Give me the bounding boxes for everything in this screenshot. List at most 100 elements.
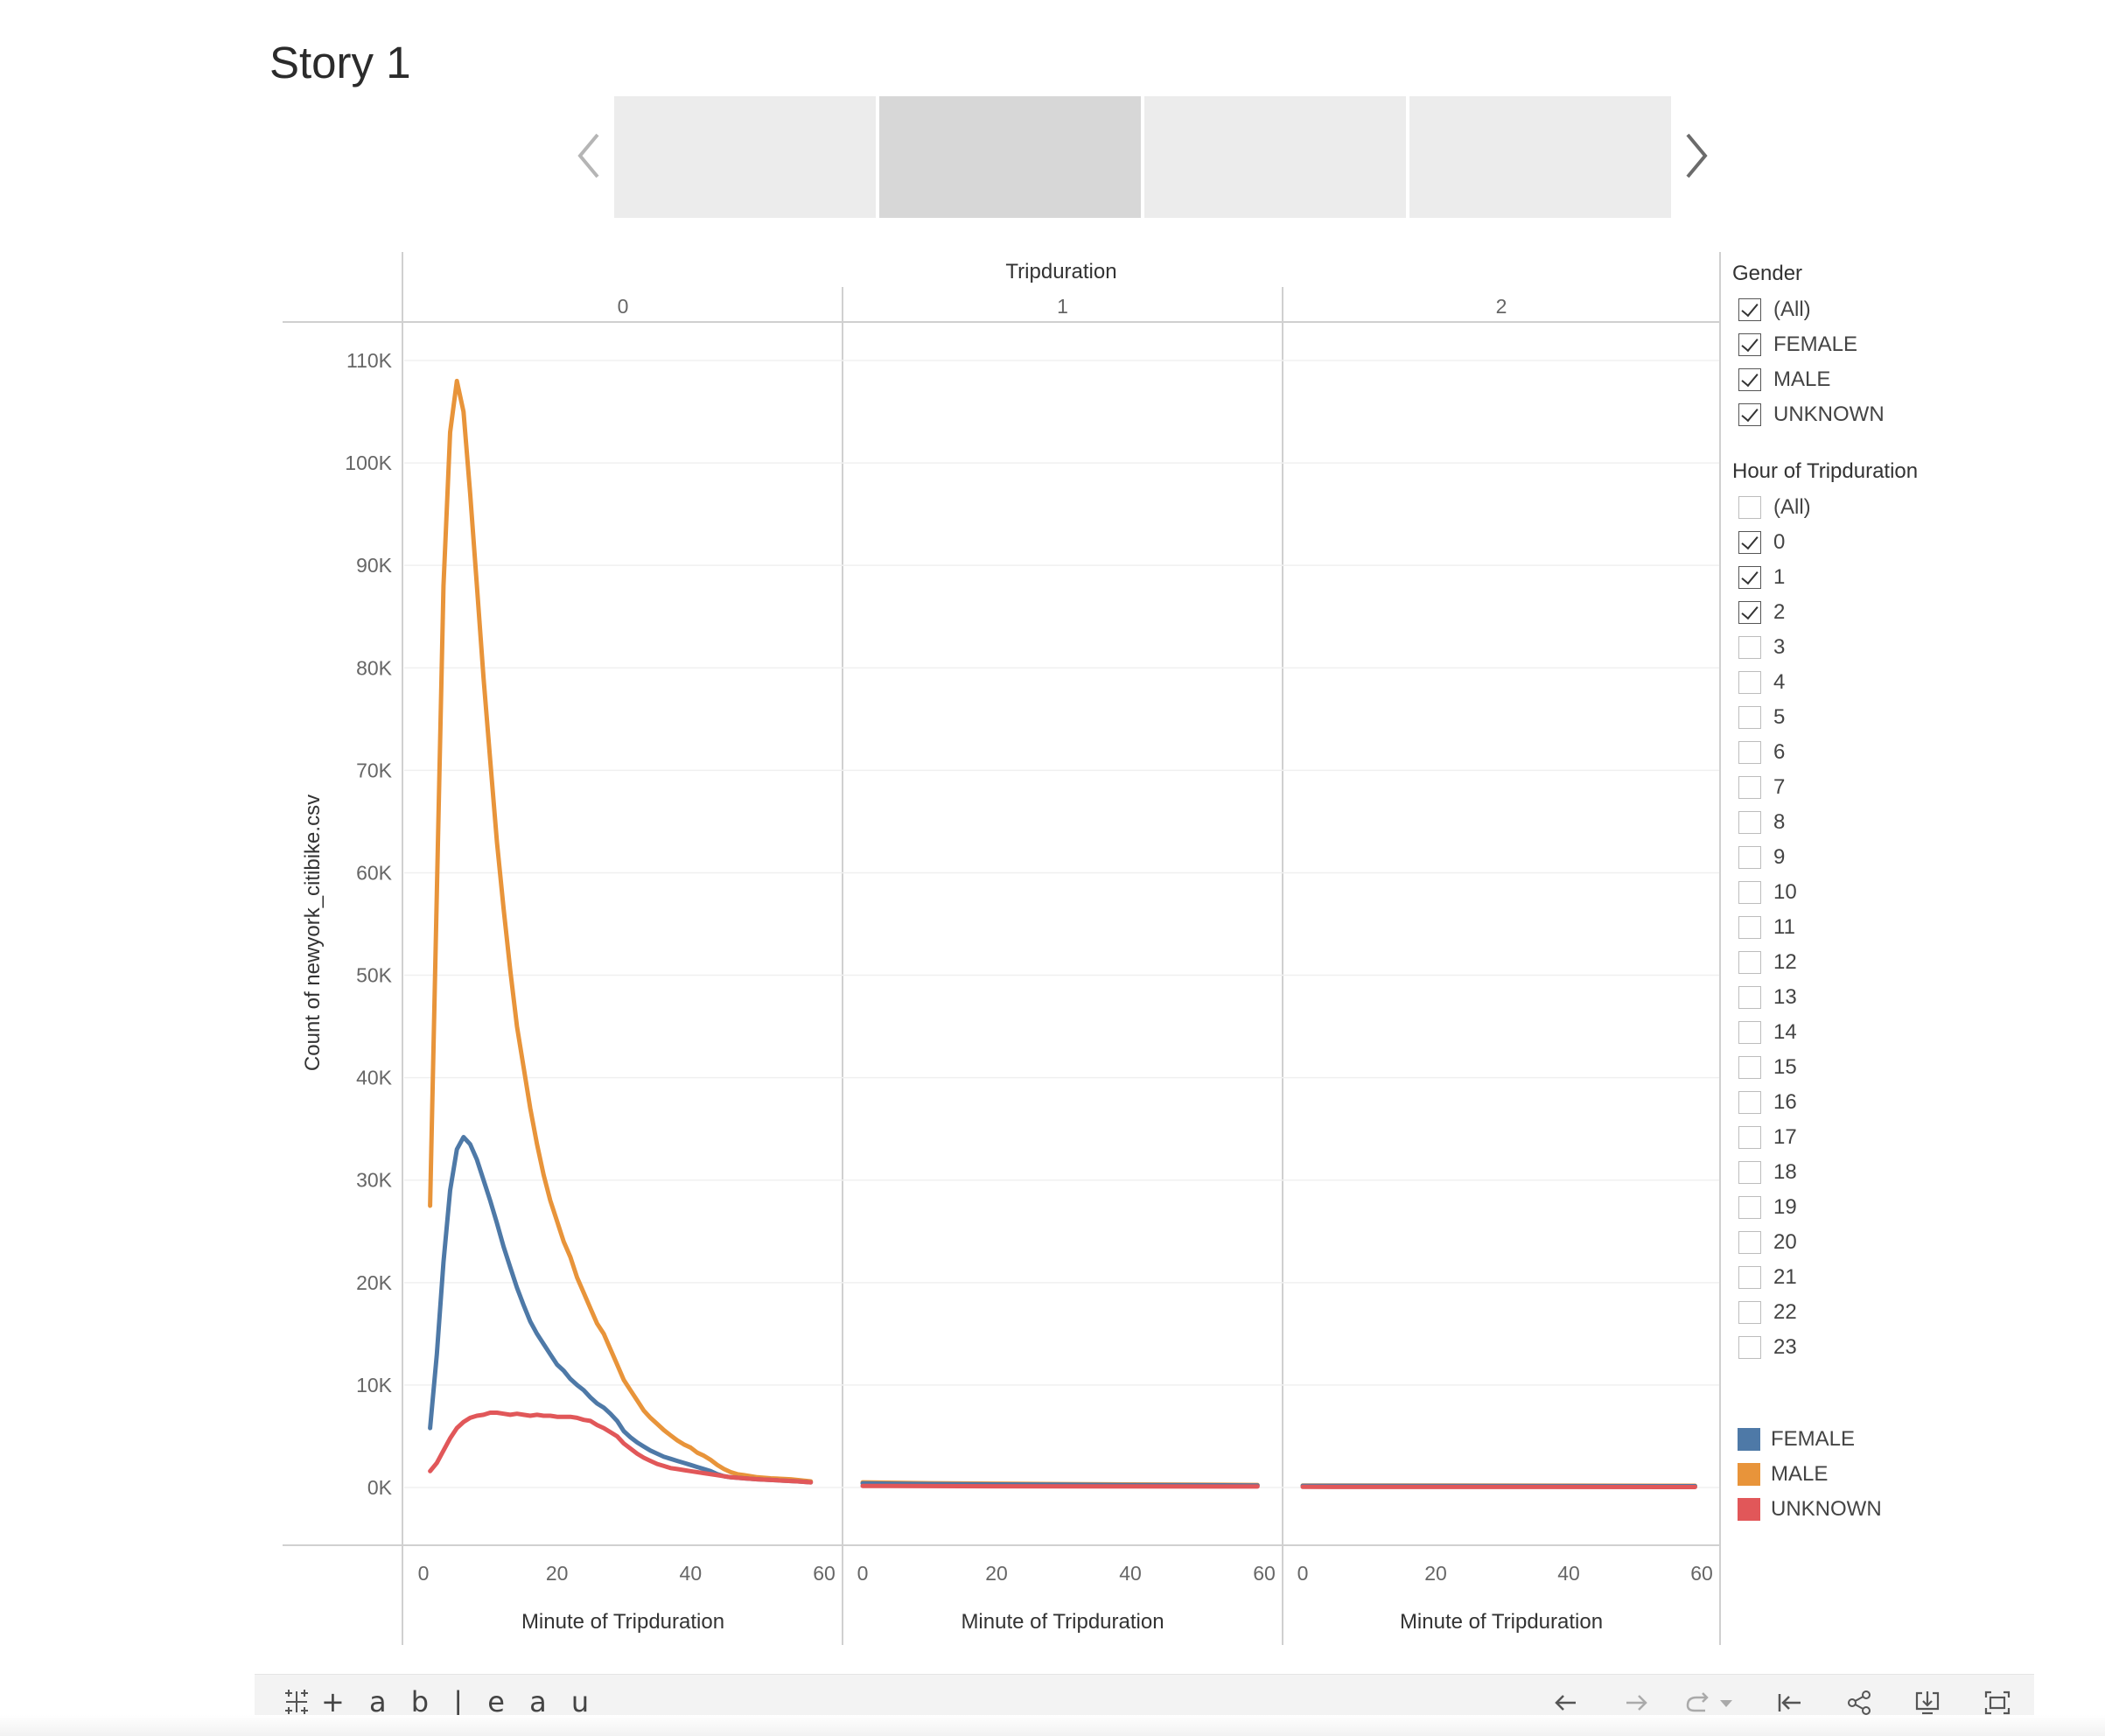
hour-filter-item[interactable]: 13: [1738, 980, 1811, 1015]
revert-dropdown-button[interactable]: [1716, 1686, 1737, 1719]
y-tick-label: 10K: [356, 1374, 393, 1396]
checkbox-unchecked[interactable]: [1738, 776, 1761, 799]
story-next-button[interactable]: [1673, 130, 1717, 182]
hour-filter-item[interactable]: 1: [1738, 560, 1811, 595]
checkbox-checked[interactable]: [1738, 531, 1761, 554]
gender-filter-item[interactable]: (All): [1738, 292, 1885, 327]
hour-filter-item[interactable]: 16: [1738, 1085, 1811, 1120]
hour-filter-item[interactable]: 4: [1738, 665, 1811, 700]
legend-label: FEMALE: [1771, 1427, 1856, 1451]
hour-filter-label: 10: [1773, 880, 1797, 904]
revert-button[interactable]: [1681, 1686, 1714, 1719]
checkbox-unchecked[interactable]: [1738, 636, 1761, 659]
x-tick-label: 40: [1119, 1562, 1142, 1585]
hour-filter-label: 7: [1773, 775, 1786, 799]
x-axis-title: Minute of Tripduration: [961, 1610, 1164, 1634]
checkbox-unchecked[interactable]: [1738, 741, 1761, 764]
gender-filter-item[interactable]: FEMALE: [1738, 327, 1885, 362]
hour-filter-item[interactable]: 8: [1738, 805, 1811, 840]
story-point-3[interactable]: [1144, 96, 1406, 218]
checkbox-unchecked[interactable]: [1738, 706, 1761, 729]
checkbox-checked[interactable]: [1738, 368, 1761, 391]
hour-filter-label: 18: [1773, 1160, 1797, 1184]
checkbox-unchecked[interactable]: [1738, 1091, 1761, 1114]
undo-button[interactable]: [1549, 1686, 1583, 1719]
hour-filter-item[interactable]: (All): [1738, 490, 1811, 525]
checkbox-checked[interactable]: [1738, 333, 1761, 356]
series-line-female[interactable]: [428, 1135, 814, 1485]
x-tick-label: 40: [1557, 1562, 1580, 1585]
checkbox-unchecked[interactable]: [1738, 1126, 1761, 1149]
hour-filter-item[interactable]: 11: [1738, 910, 1811, 945]
hour-filter-item[interactable]: 3: [1738, 630, 1811, 665]
legend-swatch: [1738, 1498, 1760, 1521]
story-prev-button[interactable]: [569, 130, 612, 182]
checkbox-unchecked[interactable]: [1738, 496, 1761, 519]
checkbox-unchecked[interactable]: [1738, 811, 1761, 834]
tableau-logo[interactable]: + a b | e a u: [281, 1685, 597, 1718]
checkbox-unchecked[interactable]: [1738, 1231, 1761, 1254]
gender-filter: (All) FEMALE MALE UNKNOWN: [1738, 292, 1885, 432]
story-point-2[interactable]: [879, 96, 1141, 218]
fullscreen-button[interactable]: [1981, 1686, 2014, 1719]
hour-filter-item[interactable]: 23: [1738, 1330, 1811, 1365]
hour-filter-item[interactable]: 21: [1738, 1260, 1811, 1295]
checkbox-checked[interactable]: [1738, 601, 1761, 624]
redo-button[interactable]: [1619, 1686, 1653, 1719]
story-point-4[interactable]: [1409, 96, 1671, 218]
checkbox-checked[interactable]: [1738, 403, 1761, 426]
checkbox-unchecked[interactable]: [1738, 671, 1761, 694]
legend-item[interactable]: MALE: [1738, 1457, 1882, 1492]
series-line-unknown[interactable]: [428, 1410, 814, 1485]
series-line-male[interactable]: [428, 378, 814, 1484]
y-tick-label: 60K: [356, 861, 393, 884]
checkbox-unchecked[interactable]: [1738, 1056, 1761, 1079]
hour-filter-item[interactable]: 15: [1738, 1050, 1811, 1085]
hour-filter-item[interactable]: 14: [1738, 1015, 1811, 1050]
checkbox-unchecked[interactable]: [1738, 1196, 1761, 1219]
hour-filter-item[interactable]: 18: [1738, 1155, 1811, 1190]
hour-filter-item[interactable]: 9: [1738, 840, 1811, 875]
checkbox-unchecked[interactable]: [1738, 1301, 1761, 1324]
checkbox-unchecked[interactable]: [1738, 916, 1761, 939]
checkbox-checked[interactable]: [1738, 566, 1761, 589]
x-axis-title: Minute of Tripduration: [1400, 1610, 1603, 1634]
hour-filter-item[interactable]: 5: [1738, 700, 1811, 735]
undo-icon: [1555, 1695, 1576, 1711]
checkbox-unchecked[interactable]: [1738, 986, 1761, 1009]
checkbox-unchecked[interactable]: [1738, 881, 1761, 904]
hour-filter-label: 0: [1773, 530, 1786, 554]
hour-filter-item[interactable]: 22: [1738, 1295, 1811, 1330]
hour-filter-item[interactable]: 0: [1738, 525, 1811, 560]
dropdown-icon: [1720, 1700, 1732, 1707]
reset-button[interactable]: [1773, 1686, 1806, 1719]
series-line-unknown[interactable]: [860, 1483, 1260, 1489]
hour-filter-item[interactable]: 7: [1738, 770, 1811, 805]
legend-item[interactable]: UNKNOWN: [1738, 1492, 1882, 1527]
story-point-1[interactable]: [614, 96, 876, 218]
legend-item[interactable]: FEMALE: [1738, 1422, 1882, 1457]
story-navigator: [560, 94, 1724, 219]
gender-filter-item[interactable]: MALE: [1738, 362, 1885, 397]
checkbox-unchecked[interactable]: [1738, 1266, 1761, 1289]
hour-filter-item[interactable]: 20: [1738, 1225, 1811, 1260]
hour-filter-item[interactable]: 12: [1738, 945, 1811, 980]
hour-filter-item[interactable]: 2: [1738, 595, 1811, 630]
legend-label: MALE: [1771, 1462, 1829, 1486]
hour-filter-item[interactable]: 17: [1738, 1120, 1811, 1155]
share-button[interactable]: [1843, 1686, 1876, 1719]
checkbox-checked[interactable]: [1738, 298, 1761, 321]
download-button[interactable]: [1911, 1686, 1944, 1719]
hour-filter-label: 5: [1773, 705, 1786, 729]
hour-filter-item[interactable]: 6: [1738, 735, 1811, 770]
checkbox-unchecked[interactable]: [1738, 951, 1761, 974]
hour-filter-label: (All): [1773, 495, 1811, 519]
gender-filter-item[interactable]: UNKNOWN: [1738, 397, 1885, 432]
checkbox-unchecked[interactable]: [1738, 1161, 1761, 1184]
hour-filter-item[interactable]: 19: [1738, 1190, 1811, 1225]
checkbox-unchecked[interactable]: [1738, 846, 1761, 869]
checkbox-unchecked[interactable]: [1738, 1021, 1761, 1044]
hour-filter-item[interactable]: 10: [1738, 875, 1811, 910]
checkbox-unchecked[interactable]: [1738, 1336, 1761, 1359]
